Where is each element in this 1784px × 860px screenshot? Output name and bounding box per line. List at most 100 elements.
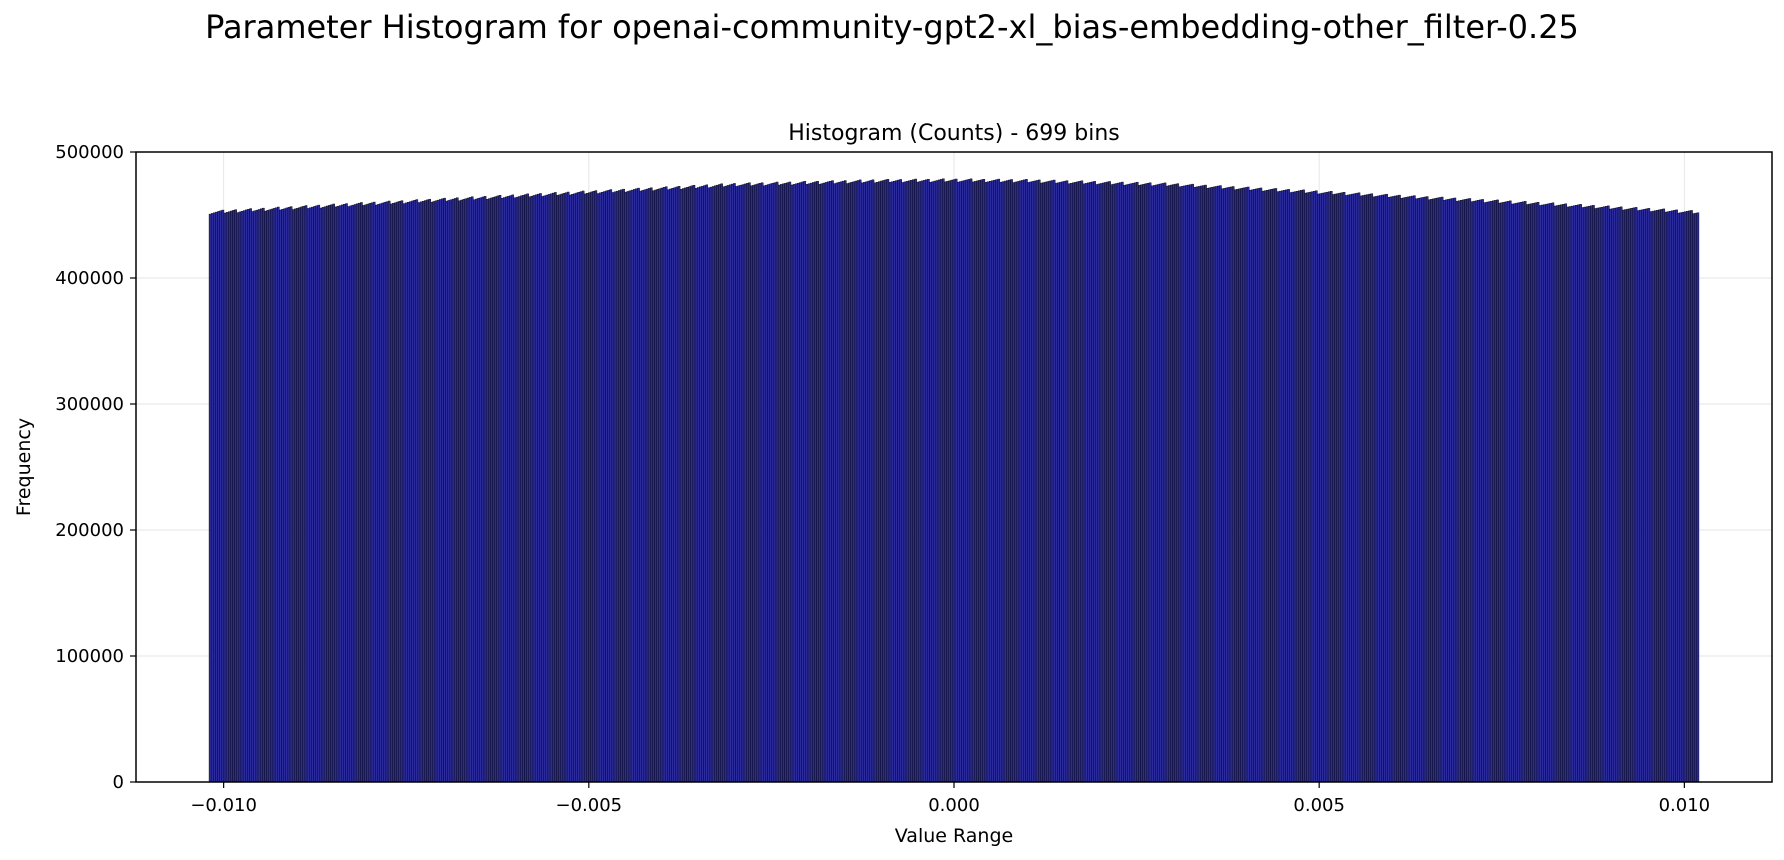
histogram-bar <box>530 195 534 783</box>
histogram-bar <box>954 178 958 783</box>
histogram-bar <box>1575 204 1578 783</box>
histogram-bar <box>513 197 517 783</box>
histogram-bar <box>754 184 758 783</box>
histogram-bar <box>285 207 289 783</box>
histogram-bar <box>1108 181 1111 783</box>
histogram-bar <box>475 198 478 783</box>
histogram-bar <box>931 181 934 783</box>
histogram-bar <box>1374 196 1378 783</box>
histogram-bar <box>682 188 685 783</box>
histogram-bar <box>1272 188 1275 783</box>
histogram-bar <box>268 209 272 783</box>
histogram-bar <box>758 183 762 783</box>
histogram-bar <box>392 203 395 783</box>
histogram-bar <box>259 208 263 783</box>
histogram-bar <box>581 190 585 783</box>
y-axis-ticks: 0 100000 200000 300000 400000 500000 <box>55 142 136 793</box>
histogram-bar <box>743 183 747 783</box>
histogram-bar <box>317 204 321 783</box>
histogram-bar <box>208 213 212 783</box>
histogram-bar <box>1523 201 1527 783</box>
histogram-bar <box>984 182 988 783</box>
histogram-bar <box>1528 203 1531 783</box>
histogram-bar <box>1155 184 1158 783</box>
histogram-bar <box>368 203 372 783</box>
histogram-bar <box>848 182 851 783</box>
y-tick-label: 500000 <box>55 142 124 163</box>
histogram-bar <box>1249 189 1252 783</box>
histogram-bar <box>1278 190 1282 783</box>
histogram-bar <box>1464 199 1467 783</box>
histogram-bar <box>709 186 713 783</box>
histogram-bar <box>328 205 331 783</box>
histogram-bar <box>929 182 932 783</box>
histogram-bar <box>1003 180 1007 783</box>
histogram-bar <box>878 181 881 783</box>
histogram-bar <box>1440 196 1444 783</box>
histogram-bar <box>274 207 278 783</box>
histogram-bar <box>1212 186 1216 783</box>
histogram-bar <box>1379 195 1382 783</box>
histogram-bar <box>1477 200 1480 783</box>
x-tick-label: 0.010 <box>1659 795 1711 816</box>
histogram-bar <box>1434 198 1437 783</box>
histogram-bar <box>1046 181 1050 783</box>
y-tick-label: 100000 <box>55 646 124 667</box>
histogram-bar <box>1651 210 1655 783</box>
histogram-bar <box>586 193 589 783</box>
histogram-bar <box>498 195 502 783</box>
histogram-bar <box>978 180 981 783</box>
histogram-bar <box>345 203 348 783</box>
histogram-bar <box>1180 186 1184 783</box>
histogram-bar <box>1496 199 1499 783</box>
histogram-bar <box>245 209 248 783</box>
histogram-bar <box>253 210 257 783</box>
histogram-bar <box>780 184 783 783</box>
histogram-bar <box>447 200 451 783</box>
histogram-bar <box>394 202 397 783</box>
histogram-bar <box>381 202 385 783</box>
histogram-bar <box>1404 197 1408 783</box>
histogram-bar <box>684 187 687 783</box>
histogram-bar <box>477 198 480 783</box>
histogram-bar <box>1221 188 1224 783</box>
histogram-bar <box>340 204 344 783</box>
histogram-bar <box>1342 192 1346 783</box>
histogram-bar <box>1037 179 1041 783</box>
histogram-bar <box>745 183 749 783</box>
histogram-bar <box>588 192 591 783</box>
histogram-bar <box>1468 198 1472 783</box>
histogram-bar <box>1430 199 1433 783</box>
figure-title: Parameter Histogram for openai-community… <box>205 8 1579 46</box>
histogram-bar <box>334 206 338 783</box>
histogram-bar <box>1065 180 1069 783</box>
histogram-bar <box>976 180 979 783</box>
histogram-bar <box>434 200 438 783</box>
histogram-bar <box>658 188 662 783</box>
y-axis-label: Frequency <box>13 418 35 516</box>
histogram-bar <box>1615 207 1619 783</box>
histogram-bar <box>765 184 768 783</box>
histogram-bar <box>534 194 538 783</box>
histogram-bar <box>1142 184 1145 783</box>
histogram-bar <box>692 185 696 783</box>
histogram-bar <box>795 183 798 783</box>
histogram-bar <box>688 186 691 783</box>
histogram-bar <box>1165 185 1169 783</box>
histogram-bar <box>1289 192 1293 783</box>
histogram-bar <box>315 205 318 783</box>
histogram-bar <box>404 202 408 783</box>
histogram-bar <box>1656 209 1659 783</box>
histogram-bar <box>338 205 342 783</box>
histogram-bar <box>1225 187 1229 783</box>
histogram-bar <box>756 183 760 783</box>
histogram-bar <box>1447 199 1450 783</box>
histogram-bar <box>1647 208 1651 783</box>
histogram-bar <box>387 200 391 783</box>
histogram-bar <box>1504 201 1508 783</box>
histogram-bar <box>549 193 553 783</box>
histogram-bar <box>788 181 792 783</box>
histogram-bar <box>1359 195 1363 783</box>
histogram-bar <box>1317 193 1320 783</box>
histogram-bar <box>421 200 425 783</box>
